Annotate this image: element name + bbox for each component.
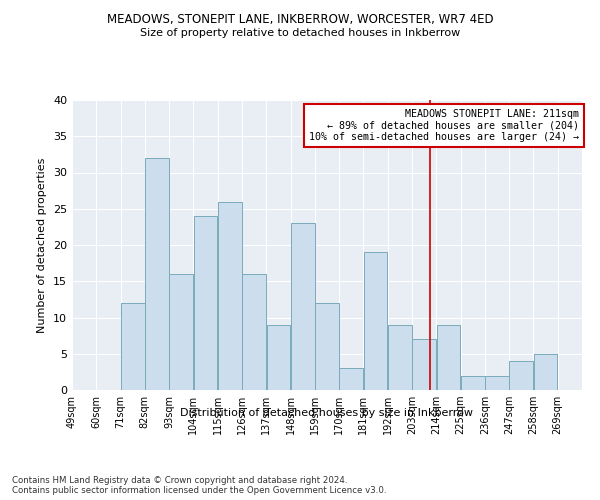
Bar: [266, 325, 290, 390]
Bar: [242, 274, 266, 390]
Bar: [315, 303, 339, 390]
Bar: [169, 274, 193, 390]
Bar: [485, 376, 509, 390]
Bar: [194, 216, 217, 390]
Bar: [340, 368, 363, 390]
Text: Size of property relative to detached houses in Inkberrow: Size of property relative to detached ho…: [140, 28, 460, 38]
Bar: [388, 325, 412, 390]
Bar: [121, 303, 145, 390]
Bar: [218, 202, 242, 390]
Bar: [461, 376, 485, 390]
Bar: [509, 361, 533, 390]
Text: MEADOWS, STONEPIT LANE, INKBERROW, WORCESTER, WR7 4ED: MEADOWS, STONEPIT LANE, INKBERROW, WORCE…: [107, 12, 493, 26]
Bar: [364, 252, 388, 390]
Y-axis label: Number of detached properties: Number of detached properties: [37, 158, 47, 332]
Text: Contains HM Land Registry data © Crown copyright and database right 2024.
Contai: Contains HM Land Registry data © Crown c…: [12, 476, 386, 495]
Bar: [412, 339, 436, 390]
Bar: [534, 354, 557, 390]
Bar: [291, 223, 314, 390]
Bar: [437, 325, 460, 390]
Text: Distribution of detached houses by size in Inkberrow: Distribution of detached houses by size …: [181, 408, 473, 418]
Bar: [145, 158, 169, 390]
Text: MEADOWS STONEPIT LANE: 211sqm
← 89% of detached houses are smaller (204)
10% of : MEADOWS STONEPIT LANE: 211sqm ← 89% of d…: [310, 108, 580, 142]
